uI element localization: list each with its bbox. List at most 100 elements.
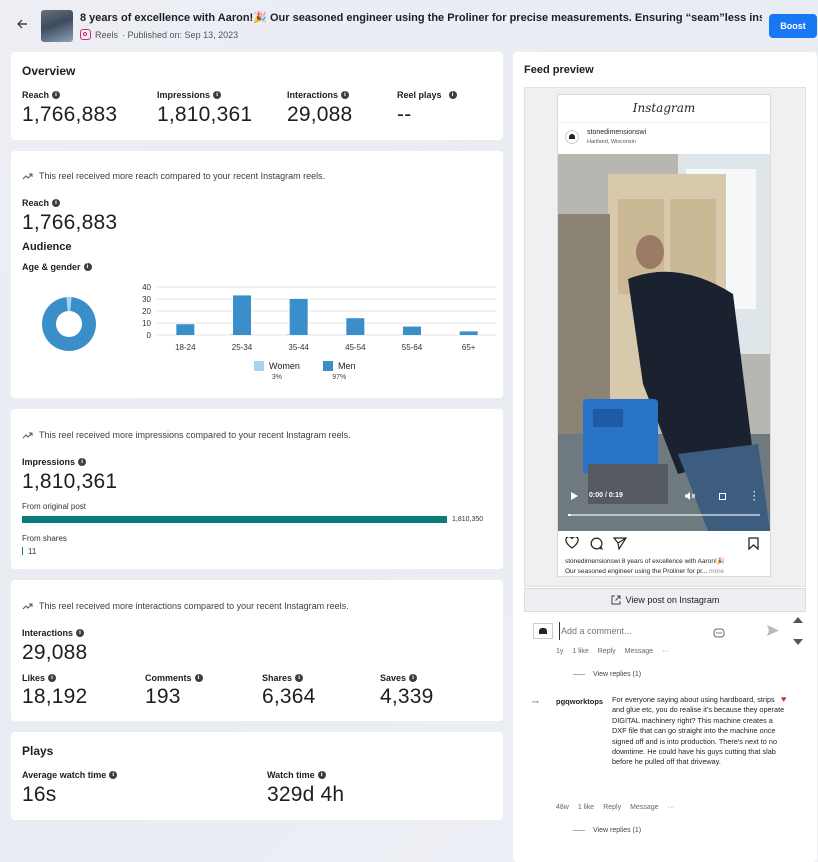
trend-up-icon — [22, 603, 33, 610]
boost-button[interactable]: Boost — [769, 14, 817, 38]
info-icon[interactable]: i — [213, 91, 222, 99]
metric-value: 18,192 — [22, 685, 88, 708]
info-icon[interactable]: i — [317, 771, 326, 779]
info-icon[interactable]: i — [409, 674, 418, 682]
scroll-down-icon[interactable] — [793, 639, 803, 645]
account-avatar[interactable] — [565, 130, 579, 144]
instagram-logo: Instagram — [632, 101, 696, 115]
comment-2-time: 48w — [556, 804, 569, 811]
bar-men[interactable] — [459, 331, 478, 335]
plays-card: Plays Average watch time i 16s Watch time… — [11, 732, 503, 820]
caption-line-2: Our seasoned engineer using the Proliner… — [565, 568, 708, 575]
overview-title: Overview — [22, 64, 76, 78]
info-icon[interactable]: i — [78, 458, 87, 466]
bar-women[interactable] — [230, 334, 233, 335]
back-arrow-icon[interactable] — [15, 17, 29, 31]
comment-2-view-replies[interactable]: View replies (1) — [573, 827, 641, 834]
metric-label: Saves — [380, 673, 407, 683]
x-tick-label: 45-54 — [345, 343, 366, 352]
x-tick-label: 25-34 — [232, 343, 253, 352]
more-options-icon[interactable]: · · · — [753, 487, 756, 505]
caption-user[interactable]: stonedimensionswi — [565, 558, 620, 565]
bar-men[interactable] — [346, 318, 365, 335]
audience-title: Audience — [22, 241, 72, 253]
metric-label: Watch time — [267, 770, 315, 780]
interactions-card: This reel received more interactions com… — [11, 580, 503, 721]
bar-men[interactable] — [289, 299, 308, 335]
comment-1-time: 1y — [556, 648, 564, 655]
impressions-note: This reel received more impressions comp… — [22, 430, 351, 440]
info-icon[interactable]: i — [52, 91, 61, 99]
x-tick-label: 18-24 — [175, 343, 196, 352]
comment-2-avatar: ⊶ — [532, 699, 539, 706]
overview-card: Overview Reach i 1,766,883 Impressions i 1… — [11, 52, 503, 140]
comment-2-user[interactable]: pgqworktops — [556, 697, 604, 706]
bar-women[interactable] — [286, 334, 290, 335]
info-icon[interactable]: i — [194, 674, 203, 682]
info-icon[interactable]: i — [295, 674, 304, 682]
plays-title: Plays — [22, 744, 54, 758]
account-name[interactable]: stonedimensionswi — [587, 129, 647, 136]
comment-2-reply[interactable]: Reply — [603, 804, 622, 811]
caption-more-link[interactable]: more — [709, 568, 724, 575]
y-tick-label: 0 — [147, 331, 152, 340]
view-on-instagram-button[interactable]: View post on Instagram — [524, 588, 806, 612]
metric-label: Shares — [262, 673, 293, 683]
comment-2-more[interactable]: ··· — [667, 804, 675, 811]
x-tick-label: 65+ — [462, 343, 476, 352]
metric-label: Average watch time — [22, 770, 107, 780]
metric-value: 1,810,361 — [157, 103, 253, 126]
reel-video[interactable]: 0:00 / 0:19 · · · — [558, 154, 770, 531]
like-icon[interactable] — [565, 536, 579, 549]
save-icon[interactable] — [748, 537, 759, 551]
share-icon[interactable] — [612, 537, 628, 551]
from-shares-label: From shares — [22, 534, 67, 543]
fullscreen-icon[interactable] — [719, 493, 726, 500]
metric-shares: Shares i 6,364 — [262, 673, 316, 709]
play-icon[interactable] — [571, 492, 578, 500]
account-location: Hartland, Wisconsin — [587, 139, 636, 145]
bar-men[interactable] — [233, 295, 251, 335]
video-progress-bar[interactable] — [568, 514, 760, 516]
bar-men[interactable] — [176, 324, 195, 335]
comment-1-reply[interactable]: Reply — [597, 648, 616, 655]
comment-2-likes[interactable]: 1 like — [577, 804, 595, 811]
emoji-icon[interactable] — [713, 628, 725, 639]
comment-1-message[interactable]: Message — [624, 648, 654, 655]
send-icon[interactable] — [766, 624, 780, 637]
info-icon[interactable]: i — [48, 674, 57, 682]
comment-icon[interactable] — [590, 537, 604, 550]
age-gender-label: Age & gender — [22, 262, 81, 272]
bar-men[interactable] — [403, 326, 421, 335]
from-shares-bar — [22, 547, 23, 555]
info-icon[interactable]: i — [83, 263, 92, 271]
comment-2-message[interactable]: Message — [630, 804, 659, 811]
comment-1-likes[interactable]: 1 like — [572, 648, 589, 655]
info-icon[interactable]: i — [109, 771, 118, 779]
comment-input[interactable] — [559, 622, 739, 640]
info-icon[interactable]: i — [341, 91, 350, 99]
reach-value: 1,766,883 — [22, 211, 118, 234]
comment-1-view-replies[interactable]: View replies (1) — [573, 671, 641, 678]
info-icon[interactable]: i — [448, 91, 457, 99]
info-icon[interactable]: i — [52, 199, 61, 207]
preview-frame: Instagram stonedimensionswi Hartland, Wi… — [524, 87, 806, 587]
external-link-icon — [611, 595, 621, 605]
comment-1-view-replies-label: View replies (1) — [593, 671, 642, 678]
overview-metric-interactions: Interactions i 29,088 — [287, 90, 352, 127]
feed-preview-title: Feed preview — [524, 64, 594, 76]
mute-icon[interactable] — [684, 491, 696, 501]
legend-men-label: Men — [338, 361, 356, 371]
from-original-label: From original post — [22, 502, 87, 511]
donut-slice-men[interactable] — [42, 297, 96, 351]
age-gender-bar-chart: 0 10 20 30 40 18-24 25-34 35-44 45-54 55-64 65+ — [142, 283, 497, 352]
from-original-value: 1,810,350 — [452, 516, 484, 523]
legend-women: Women 3% — [254, 361, 300, 381]
comment-1-more[interactable]: ··· — [662, 648, 670, 655]
legend-women-label: Women — [269, 361, 300, 371]
trend-up-icon — [22, 173, 33, 180]
info-icon[interactable]: i — [76, 629, 85, 637]
age-gender-label-row: Age & gender i — [22, 262, 92, 272]
comment-2-actions: 48w 1 like Reply Message ··· — [556, 804, 675, 811]
scroll-up-icon[interactable] — [793, 617, 803, 623]
